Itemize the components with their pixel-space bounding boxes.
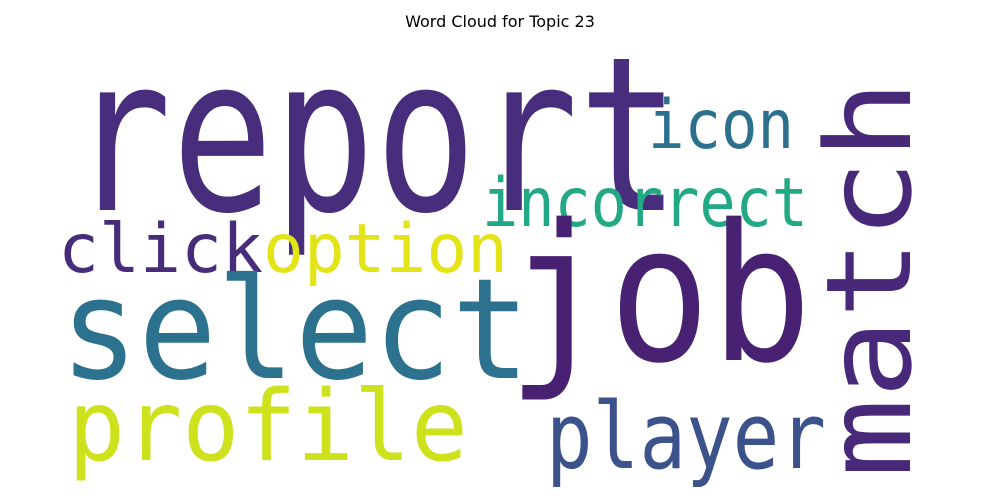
word-icon: icon <box>648 86 794 165</box>
word-incorrect: incorrect <box>482 164 808 243</box>
word-report: report <box>70 10 680 261</box>
figure-title: Word Cloud for Topic 23 <box>405 12 595 31</box>
word-click: click <box>58 210 263 289</box>
word-option: option <box>263 210 508 289</box>
word-match: match <box>800 80 938 478</box>
word-select: select <box>60 249 530 412</box>
word-player: player <box>546 383 826 490</box>
word-job: job <box>507 184 812 405</box>
word-profile: profile <box>68 370 468 484</box>
